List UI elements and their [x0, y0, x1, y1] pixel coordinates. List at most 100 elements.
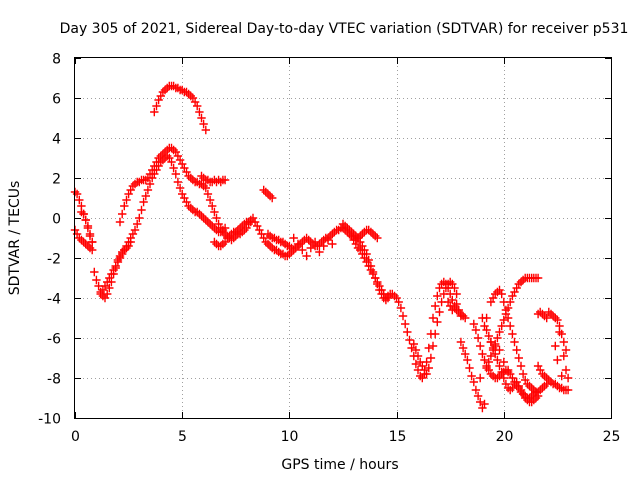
y-tick-labels: -10 -8 -6 -4 -2 0 2 4 6 8	[38, 52, 61, 428]
data-point	[461, 313, 470, 323]
y-tick-label: -4	[47, 292, 61, 308]
data-point	[167, 157, 176, 167]
data-point	[323, 235, 333, 245]
data-point	[152, 101, 161, 111]
data-point	[533, 273, 543, 283]
data-point	[105, 283, 114, 293]
data-point	[478, 349, 487, 359]
y-axis-title: SDTVAR / TECUs	[7, 181, 23, 296]
data-series	[533, 307, 571, 355]
data-point	[133, 219, 142, 229]
data-series	[443, 297, 466, 321]
data-point	[401, 319, 410, 329]
data-point	[212, 213, 221, 223]
x-tick-label: 0	[71, 429, 80, 445]
data-point	[551, 341, 560, 351]
data-point	[171, 169, 180, 179]
data-point	[495, 345, 504, 355]
data-point	[497, 321, 506, 331]
data-series	[259, 185, 277, 203]
data-point	[435, 307, 444, 317]
data-point	[205, 195, 215, 205]
data-point	[467, 371, 476, 381]
data-point	[398, 311, 408, 321]
data-point	[495, 327, 504, 337]
x-tick-label: 5	[178, 429, 187, 445]
data-point	[199, 119, 208, 129]
data-point	[145, 179, 155, 189]
y-tick-label: 2	[52, 172, 61, 188]
data-point	[85, 229, 95, 239]
data-point	[79, 209, 88, 219]
data-series	[409, 277, 461, 379]
data-series	[456, 337, 489, 413]
data-point	[120, 201, 129, 211]
data-point	[461, 349, 470, 359]
data-point	[482, 313, 491, 323]
data-point	[118, 209, 127, 219]
data-point	[175, 183, 185, 193]
y-tick-label: 4	[52, 132, 61, 148]
data-point	[396, 303, 406, 313]
data-point	[499, 373, 508, 383]
data-point	[431, 329, 440, 339]
data-point	[426, 353, 436, 363]
data-point	[465, 363, 474, 373]
y-tick-label: 6	[52, 92, 61, 108]
data-point	[169, 163, 178, 173]
data-point	[433, 317, 442, 327]
data-point	[268, 193, 277, 203]
data-point	[563, 373, 573, 383]
data-point	[319, 241, 328, 251]
data-point	[493, 333, 502, 343]
data-series	[96, 151, 230, 299]
axis-ticks	[75, 58, 612, 419]
data-point	[497, 367, 506, 377]
data-point	[499, 357, 508, 367]
data-point	[193, 101, 202, 111]
data-point	[203, 189, 213, 199]
data-point	[394, 297, 403, 307]
data-point	[92, 275, 101, 285]
data-point	[115, 217, 125, 227]
grid	[75, 58, 611, 418]
data-point	[373, 233, 382, 243]
data-point	[563, 385, 573, 395]
data-point	[493, 355, 502, 365]
data-point	[503, 365, 513, 375]
chart-title: Day 305 of 2021, Sidereal Day-to-day VTE…	[60, 21, 629, 37]
data-point	[484, 357, 493, 367]
data-point	[491, 341, 500, 351]
x-axis-title: GPS time / hours	[281, 457, 398, 473]
data-series	[347, 231, 395, 303]
data-point	[506, 297, 515, 307]
data-point	[195, 107, 204, 117]
data-point	[561, 345, 571, 355]
data-point	[508, 329, 517, 339]
data-point	[141, 191, 150, 201]
data-point	[555, 327, 564, 337]
data-point	[293, 239, 303, 249]
data-series	[77, 207, 97, 247]
data-point	[310, 237, 320, 247]
data-point	[75, 195, 84, 205]
data-point	[81, 215, 90, 225]
data-point	[561, 365, 571, 375]
data-point	[510, 337, 519, 347]
data-point	[139, 197, 148, 207]
data-point	[403, 327, 412, 337]
data-point	[495, 361, 504, 371]
data-point	[486, 337, 496, 347]
y-tick-label: 8	[52, 52, 61, 68]
data-marks	[70, 81, 573, 413]
data-point	[512, 345, 521, 355]
data-series	[476, 313, 513, 383]
data-point	[173, 177, 183, 187]
data-point	[542, 313, 551, 323]
data-point	[482, 363, 491, 373]
data-point	[130, 225, 140, 235]
data-point	[480, 399, 489, 409]
data-point	[88, 237, 97, 247]
data-point	[471, 325, 481, 335]
data-point	[473, 333, 483, 343]
